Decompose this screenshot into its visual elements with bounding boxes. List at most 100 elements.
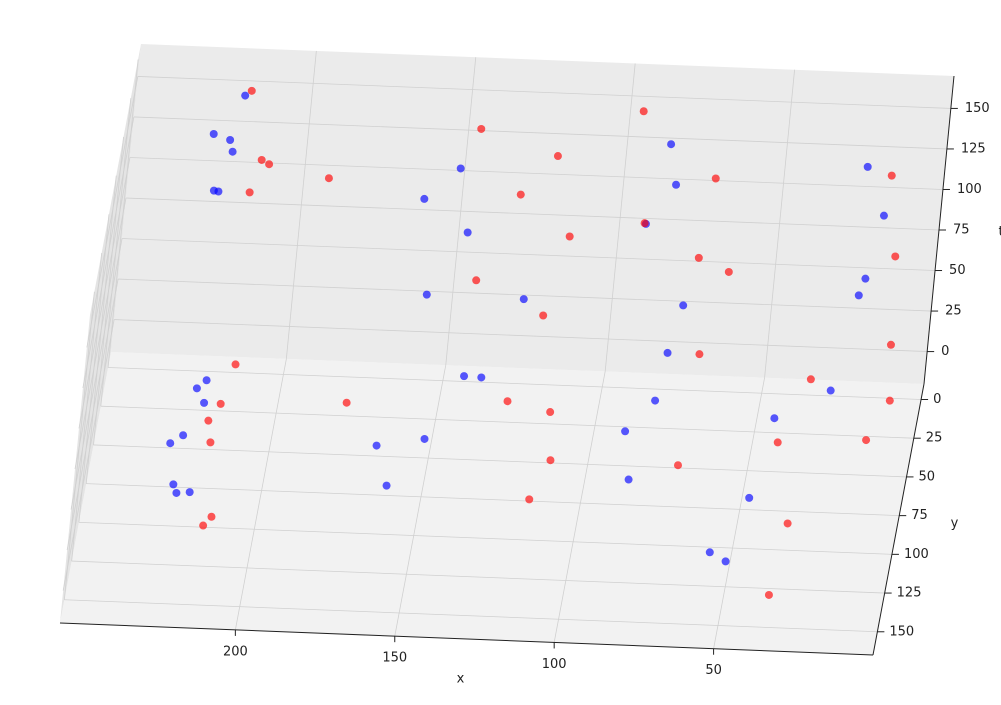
point [247,86,256,95]
point [525,495,534,504]
grid-line [114,319,928,352]
point [546,456,555,465]
point [891,252,900,261]
point [826,386,835,395]
grid-line [118,278,932,312]
t-tick-label: 50 [949,263,966,278]
t-axis-label: t [998,225,1001,240]
grid-line [82,116,135,389]
point [806,375,815,384]
grid-line [64,599,878,633]
point [663,348,672,357]
x-axis [59,622,874,656]
point [477,373,486,382]
point [516,190,525,199]
point [228,147,237,156]
point [166,439,175,448]
point [342,398,351,407]
x-tick-label: 50 [705,663,722,678]
point [241,91,250,100]
grid-line [137,76,951,109]
grid [62,50,951,649]
t-tick-label: 125 [961,141,986,156]
point [705,548,714,557]
point [519,295,528,304]
point [185,488,194,497]
grid-line [234,358,287,630]
point [711,174,720,183]
point [226,136,235,145]
t-tick-label: 25 [945,304,962,319]
point [621,427,630,436]
point [553,152,562,161]
grid-line [78,521,892,555]
point [207,512,216,521]
point [667,140,676,149]
grid-line [713,377,765,649]
grid-line [108,367,922,400]
y-tick-label: 25 [926,431,943,446]
grid-line [93,444,907,478]
point [209,186,218,195]
t-tick-label: 100 [957,182,982,197]
point [420,194,429,203]
point [460,372,469,381]
point [546,408,555,417]
point [216,399,225,408]
point [694,253,703,262]
labels: 50 100 150 200 0 25 50 75 100 125 150 0 25 50 75 100 125… [223,101,1001,687]
grid-line [70,238,123,510]
grid-line [71,560,885,594]
point [885,396,894,405]
point [422,290,431,299]
point [639,107,648,116]
point [463,228,472,237]
point [245,188,254,197]
point [887,171,896,180]
floor-pane [60,352,924,655]
grid-line [74,197,127,470]
point [672,180,681,189]
grid-line [78,157,131,429]
grid-line [66,278,119,551]
point [721,557,730,566]
point [231,360,240,369]
y-tick-label: 150 [889,624,914,639]
point [420,434,429,443]
point [179,431,188,440]
point [770,414,779,423]
grid-line [100,405,914,439]
point [886,340,895,349]
point [651,396,660,405]
point [879,211,888,220]
point [673,461,682,470]
y-axis [872,383,925,656]
point [372,441,381,450]
point [257,155,266,164]
x-axis-label: x [457,672,465,687]
point [783,519,792,528]
point [764,590,773,599]
y-tick-label: 75 [911,508,928,523]
point [854,291,863,300]
grid-line [133,116,947,150]
y-tick-label: 50 [919,469,936,484]
point [539,311,548,320]
point [861,274,870,283]
point [679,301,688,310]
point [862,436,871,445]
grid-line [394,365,447,637]
point [565,232,574,241]
point [204,416,213,425]
t-tick-label: 0 [941,344,949,359]
grid-line [86,76,139,348]
point [382,481,391,490]
grid-line [86,483,900,517]
y-tick-label: 100 [904,547,929,562]
point [640,219,649,228]
point [209,130,218,139]
grid-line [62,319,115,591]
point [477,124,486,133]
point [265,160,274,169]
